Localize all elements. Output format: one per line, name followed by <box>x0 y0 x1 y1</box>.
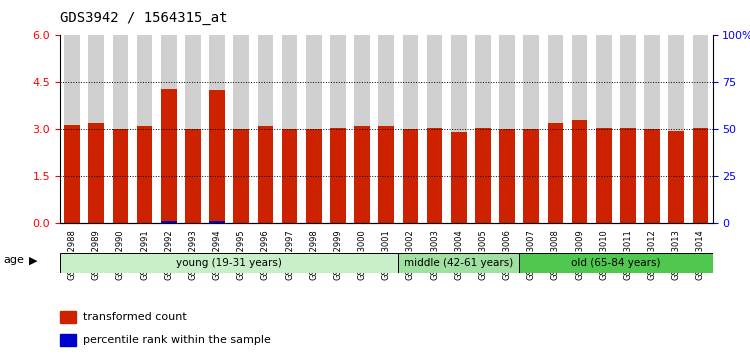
Bar <box>596 128 611 223</box>
Bar <box>257 126 273 223</box>
Bar <box>60 312 76 323</box>
Bar <box>88 35 104 223</box>
Bar <box>161 88 176 223</box>
Bar <box>330 128 346 223</box>
Bar <box>548 123 563 223</box>
Bar <box>403 129 418 223</box>
Bar <box>306 35 322 223</box>
Bar <box>451 132 466 223</box>
Bar <box>257 35 273 223</box>
Bar <box>88 123 104 223</box>
Bar <box>136 35 152 223</box>
Bar <box>524 129 539 223</box>
Bar <box>692 35 708 223</box>
Bar <box>668 131 684 223</box>
Bar <box>354 126 370 223</box>
Bar <box>330 35 346 223</box>
Bar <box>620 35 636 223</box>
Bar <box>475 35 490 223</box>
Bar <box>572 120 587 223</box>
Text: GDS3942 / 1564315_at: GDS3942 / 1564315_at <box>60 11 227 25</box>
Bar <box>475 128 490 223</box>
Bar <box>161 35 176 223</box>
Bar <box>379 126 394 223</box>
Bar <box>112 129 128 223</box>
Text: middle (42-61 years): middle (42-61 years) <box>404 258 513 268</box>
Bar <box>403 35 418 223</box>
Bar <box>282 35 298 223</box>
Bar <box>306 129 322 223</box>
Bar <box>354 35 370 223</box>
Bar <box>596 35 611 223</box>
Bar <box>209 221 225 223</box>
Text: age: age <box>4 255 25 265</box>
Bar <box>427 128 442 223</box>
Bar <box>572 35 587 223</box>
Bar <box>427 35 442 223</box>
Bar <box>451 35 466 223</box>
Bar <box>209 35 225 223</box>
Bar <box>692 128 708 223</box>
Bar <box>161 221 176 223</box>
Bar <box>548 35 563 223</box>
Bar <box>185 35 201 223</box>
Bar <box>524 35 539 223</box>
Bar <box>398 253 519 273</box>
Bar <box>64 35 80 223</box>
Bar <box>112 35 128 223</box>
Bar <box>500 35 515 223</box>
Bar <box>644 129 660 223</box>
Bar <box>60 334 76 346</box>
Bar <box>185 129 201 223</box>
Bar <box>60 253 398 273</box>
Bar <box>644 35 660 223</box>
Bar <box>500 129 515 223</box>
Text: young (19-31 years): young (19-31 years) <box>176 258 282 268</box>
Bar <box>136 126 152 223</box>
Text: percentile rank within the sample: percentile rank within the sample <box>82 335 271 346</box>
Text: old (65-84 years): old (65-84 years) <box>571 258 661 268</box>
Bar <box>209 90 225 223</box>
Bar <box>379 35 394 223</box>
Text: transformed count: transformed count <box>82 312 187 322</box>
Bar <box>519 253 712 273</box>
Bar <box>282 129 298 223</box>
Bar <box>620 128 636 223</box>
Bar <box>233 35 249 223</box>
Bar <box>668 35 684 223</box>
Text: ▶: ▶ <box>28 255 37 265</box>
Bar <box>233 129 249 223</box>
Bar <box>64 125 80 223</box>
